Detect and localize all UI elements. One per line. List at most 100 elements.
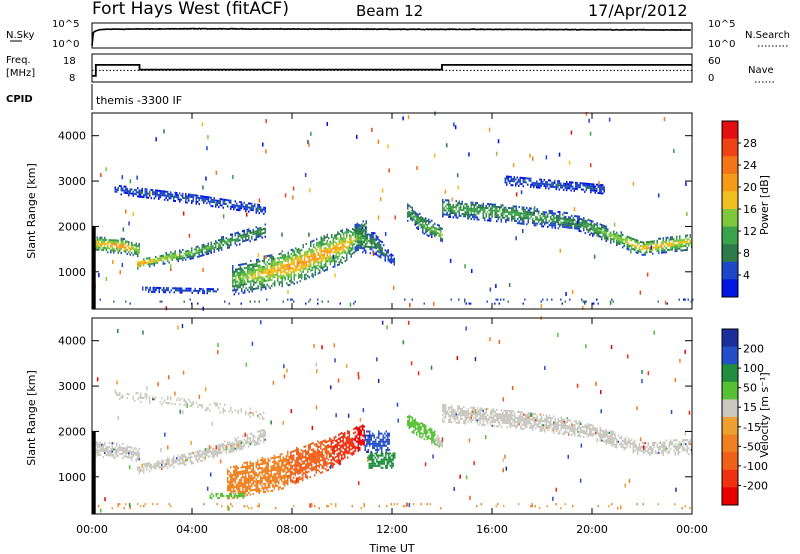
range-gate-cell [637,249,639,252]
range-gate-cell [255,211,257,214]
range-gate-cell [614,233,616,236]
range-gate-cell [188,199,190,202]
range-gate-cell [149,399,151,402]
range-gate-cell [185,402,187,405]
range-gate-cell [665,247,667,250]
range-gate-cell [320,256,322,259]
range-gate-cell [437,228,439,231]
range-gate-cell [285,479,287,482]
range-gate-cell [266,476,268,479]
range-gate-cell [240,480,242,483]
range-gate-cell [527,219,529,222]
range-gate-cell [583,219,585,222]
range-gate-cell [256,277,258,280]
range-gate-cell [246,469,248,472]
range-gate-cell [260,431,262,434]
range-gate-cell [330,446,332,449]
range-gate-cell [357,242,359,245]
range-gate-cell [423,224,425,227]
range-gate-cell [232,273,234,276]
range-gate-cell [173,256,175,259]
range-gate-cell [234,242,236,245]
range-gate-cell [326,440,328,443]
range-gate-cell [346,254,348,257]
range-gate-cell [482,210,484,213]
range-gate-cell [315,461,317,464]
range-gate-cell [234,481,236,484]
range-gate-cell [527,183,529,186]
range-gate-cell [582,182,584,185]
range-gate-cell [264,223,266,226]
range-gate-cell [423,218,425,221]
range-gate-cell [155,195,157,198]
range-gate-cell [547,225,549,228]
range-gate-cell [195,200,197,203]
range-gate-cell [360,228,362,231]
range-gate-cell [140,191,142,194]
range-gate-cell [349,230,351,233]
range-gate-cell [629,245,631,248]
range-gate-cell [625,237,627,240]
range-gate-cell [305,253,307,256]
range-gate-cell [189,454,191,457]
range-gate-cell [134,248,136,251]
range-gate-cell [213,242,215,245]
range-gate-cell [253,273,255,276]
range-gate-cell [272,475,274,478]
range-gate-cell [310,259,312,262]
range-gate-cell [585,184,587,187]
range-gate-cell [321,440,323,443]
range-gate-cell [559,213,561,216]
range-gate-cell [562,225,564,228]
range-gate-cell [272,262,274,265]
range-gate-cell [165,194,167,197]
range-gate-cell [320,252,322,255]
range-gate-cell [305,451,307,454]
range-gate-cell [266,273,268,276]
range-gate-cell [673,240,675,243]
range-gate-cell [219,202,221,205]
range-gate-cell [583,229,585,232]
range-gate-cell [231,474,233,477]
range-gate-cell [243,492,245,495]
range-gate-cell [335,439,337,442]
range-gate-cell [233,469,235,472]
range-gate-cell [189,404,191,407]
range-gate-cell [335,246,337,249]
range-gate-cell [426,226,428,229]
range-gate-cell [207,135,209,140]
range-gate-cell [368,233,370,236]
range-gate-cell [317,452,319,455]
range-gate-cell [539,218,541,221]
range-gate-cell [155,137,157,142]
range-gate-cell [438,232,440,235]
range-gate-cell [589,229,591,232]
range-gate-cell [241,277,243,280]
range-gate-cell [260,435,262,438]
range-gate-cell [270,473,272,476]
range-gate-cell [320,265,322,268]
range-gate-cell [245,206,247,209]
range-gate-cell [275,476,277,479]
range-gate-cell [249,415,251,418]
range-gate-cell [623,238,625,241]
range-gate-cell [96,449,98,452]
range-gate-cell [387,251,389,254]
range-gate-cell [241,273,243,276]
range-gate-cell [152,398,154,401]
range-gate-cell [268,262,270,265]
range-gate-cell [511,207,513,210]
range-gate-cell [557,210,559,213]
range-gate-cell [254,480,256,483]
range-gate-cell [233,465,235,468]
power-colorbar-cell [722,138,738,157]
range-gate-cell [152,465,154,468]
range-gate-cell [338,238,340,241]
range-gate-cell [392,254,394,257]
range-gate-cell [524,177,526,180]
range-gate-cell [586,222,588,225]
range-gate-cell [331,233,333,236]
range-gate-cell [469,215,471,218]
range-gate-cell [255,474,257,477]
range-gate-cell [577,215,579,218]
